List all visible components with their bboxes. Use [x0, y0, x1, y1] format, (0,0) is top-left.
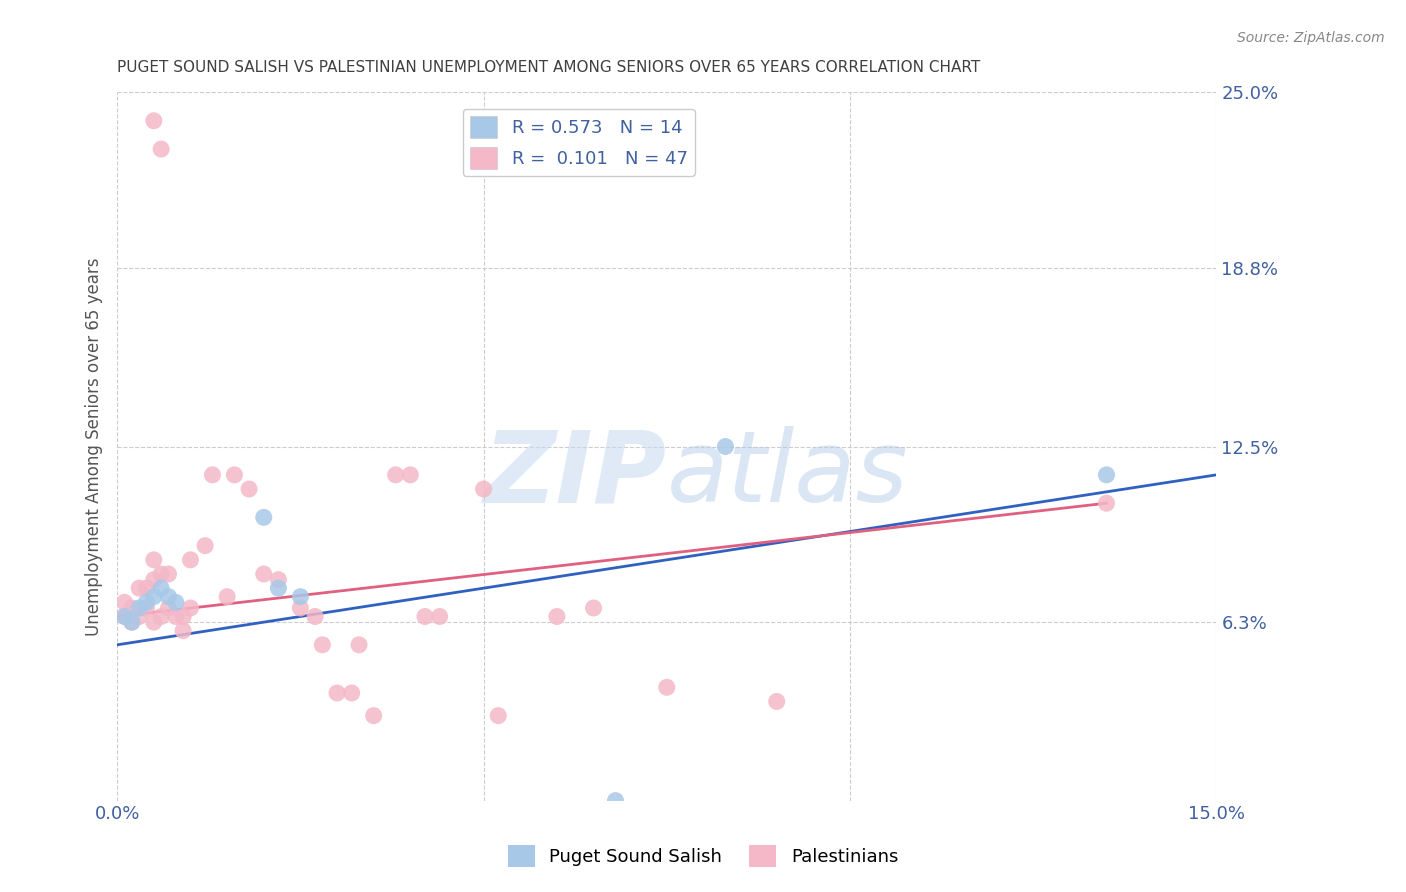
Point [165, 595, 187, 609]
Point [121, 615, 143, 629]
Point [142, 113, 165, 128]
Point [304, 609, 326, 624]
Point [201, 467, 224, 482]
Point [340, 686, 363, 700]
Point [172, 624, 194, 638]
Point [135, 595, 157, 609]
Point [472, 482, 495, 496]
Point [363, 708, 385, 723]
Point [413, 609, 436, 624]
Point [128, 581, 150, 595]
Point [121, 601, 143, 615]
Point [765, 694, 787, 708]
Text: PUGET SOUND SALISH VS PALESTINIAN UNEMPLOYMENT AMONG SENIORS OVER 65 YEARS CORRE: PUGET SOUND SALISH VS PALESTINIAN UNEMPL… [117, 60, 980, 75]
Point [267, 573, 290, 587]
Point [194, 539, 217, 553]
Y-axis label: Unemployment Among Seniors over 65 years: Unemployment Among Seniors over 65 years [86, 257, 103, 636]
Point [150, 566, 173, 581]
Point [121, 615, 143, 629]
Point [290, 601, 312, 615]
Point [114, 595, 136, 609]
Point [150, 581, 173, 595]
Legend: Puget Sound Salish, Palestinians: Puget Sound Salish, Palestinians [501, 838, 905, 874]
Point [128, 601, 150, 615]
Point [655, 681, 678, 695]
Point [142, 553, 165, 567]
Text: atlas: atlas [666, 426, 908, 524]
Point [326, 686, 349, 700]
Point [224, 467, 246, 482]
Point [179, 601, 201, 615]
Point [114, 609, 136, 624]
Point [217, 590, 239, 604]
Point [165, 609, 187, 624]
Point [157, 601, 180, 615]
Point [546, 609, 568, 624]
Legend: R = 0.573   N = 14, R =  0.101   N = 47: R = 0.573 N = 14, R = 0.101 N = 47 [463, 109, 695, 176]
Point [311, 638, 333, 652]
Point [135, 601, 157, 615]
Text: Source: ZipAtlas.com: Source: ZipAtlas.com [1237, 31, 1385, 45]
Point [142, 615, 165, 629]
Point [486, 708, 509, 723]
Point [1095, 496, 1118, 510]
Point [172, 609, 194, 624]
Point [142, 590, 165, 604]
Point [582, 601, 605, 615]
Point [267, 581, 290, 595]
Point [157, 590, 180, 604]
Point [429, 609, 451, 624]
Point [150, 609, 173, 624]
Point [605, 794, 627, 808]
Text: ZIP: ZIP [484, 426, 666, 524]
Point [128, 609, 150, 624]
Point [347, 638, 370, 652]
Point [384, 467, 406, 482]
Point [253, 510, 276, 524]
Point [114, 609, 136, 624]
Point [238, 482, 260, 496]
Point [253, 566, 276, 581]
Point [142, 573, 165, 587]
Point [150, 142, 173, 156]
Point [714, 440, 737, 454]
Point [135, 581, 157, 595]
Point [179, 553, 201, 567]
Point [290, 590, 312, 604]
Point [157, 566, 180, 581]
Point [1095, 467, 1118, 482]
Point [399, 467, 422, 482]
